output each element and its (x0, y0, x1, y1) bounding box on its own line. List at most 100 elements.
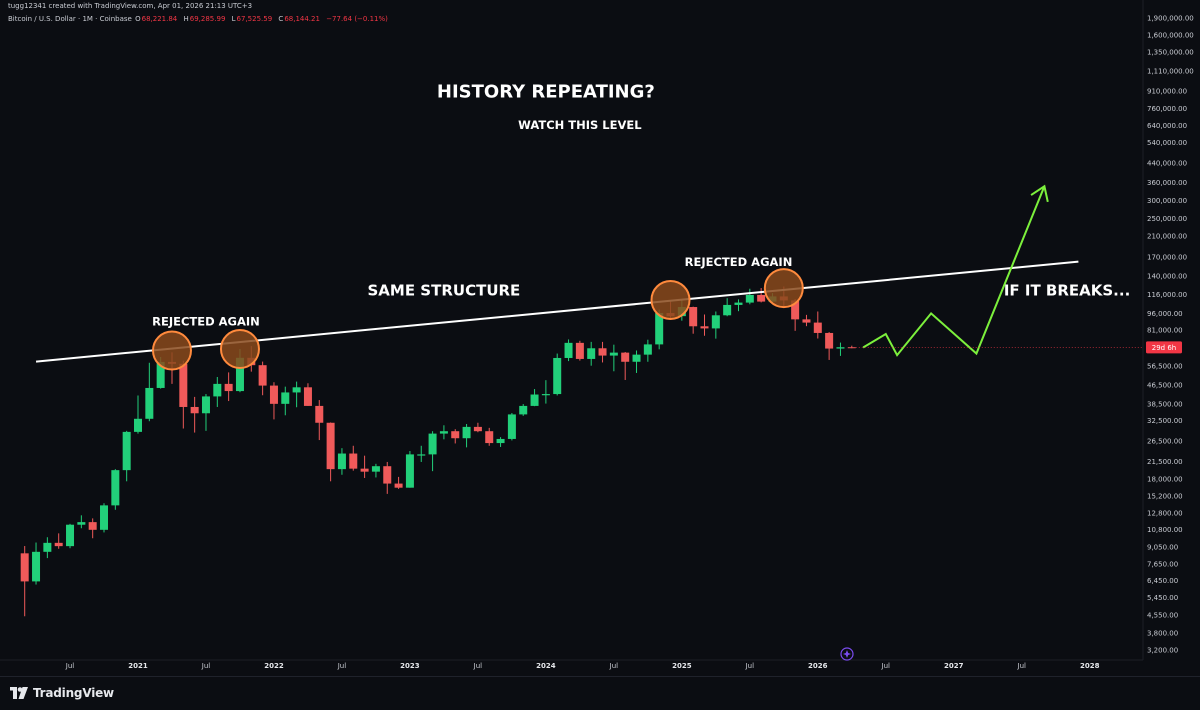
rejection-circle[interactable] (219, 329, 260, 370)
candle (315, 400, 324, 441)
y-tick-label: 440,000.00 (1147, 159, 1187, 167)
candle (530, 389, 539, 407)
x-tick-label: Jul (745, 662, 755, 670)
candle-body (66, 524, 75, 547)
annotation-rejected-right[interactable]: REJECTED AGAIN (685, 255, 793, 269)
annotation-if-it-breaks[interactable]: IF IT BREAKS... (1004, 282, 1130, 300)
y-tick-label: 140,000.00 (1147, 273, 1187, 281)
candle (20, 546, 29, 617)
candle-body (190, 406, 199, 414)
candle-body (213, 383, 222, 397)
candle-body (655, 313, 664, 345)
x-tick-label: Jul (473, 662, 483, 670)
candle (723, 298, 732, 317)
candle-body (541, 394, 550, 396)
sparkle-icon[interactable] (840, 647, 854, 661)
y-tick-label: 116,000.00 (1147, 291, 1187, 299)
candle (371, 463, 380, 478)
candle-body (564, 342, 573, 358)
y-tick-label: 1,600,000.00 (1147, 32, 1194, 40)
candle (428, 431, 437, 472)
candle (496, 437, 505, 447)
candle-body (292, 387, 301, 393)
candle (507, 412, 516, 441)
candle (473, 422, 482, 433)
candle-body (689, 307, 698, 327)
current-price-badge-bg (1146, 341, 1182, 354)
candle (383, 461, 392, 494)
ohlc-open-value: 68,221.84 (141, 15, 178, 23)
candle-body (145, 387, 154, 419)
candle-body (847, 347, 856, 349)
projection-path[interactable] (862, 185, 1046, 357)
candle-body (507, 414, 516, 439)
tradingview-logo-icon (10, 687, 28, 699)
y-tick-label: 21,500.00 (1147, 458, 1183, 466)
y-tick-label: 10,800.00 (1147, 526, 1183, 534)
annotations-layer: HISTORY REPEATING? WATCH THIS LEVEL SAME S… (152, 82, 1130, 329)
candle (417, 445, 426, 462)
candle-body (757, 294, 766, 302)
candle-body (281, 392, 290, 404)
candle-body (405, 454, 414, 488)
y-tick-label: 18,000.00 (1147, 476, 1183, 484)
candle (134, 395, 142, 434)
candle (575, 340, 584, 361)
annotation-rejected-left[interactable]: REJECTED AGAIN (152, 314, 260, 328)
candle (689, 306, 698, 334)
y-tick-label: 910,000.00 (1147, 87, 1187, 95)
candle-body (179, 363, 188, 407)
x-tick-label: Jul (201, 662, 211, 670)
y-tick-label: 210,000.00 (1147, 232, 1187, 240)
y-tick-label: 46,500.00 (1147, 382, 1183, 390)
candle-body (303, 387, 312, 406)
time-axis[interactable]: Jul 2021 Jul 2022 Jul 2023 Jul 2024 Jul 2025 Jul 20… (65, 662, 1100, 670)
candle-body (609, 352, 618, 356)
rejection-circle[interactable] (650, 279, 691, 320)
candle (598, 341, 607, 363)
y-tick-label: 1,350,000.00 (1147, 48, 1194, 56)
candle (745, 288, 754, 305)
candle-body (77, 522, 86, 525)
candle-body (235, 357, 244, 392)
resistance-trendline[interactable] (35, 260, 1079, 363)
candle-body (745, 294, 754, 303)
candle-body (802, 319, 811, 323)
y-tick-label: 540,000.00 (1147, 139, 1187, 147)
candle-body (462, 426, 471, 439)
price-axis[interactable]: 1,900,000.00 1,600,000.00 1,350,000.00 1,11… (1147, 15, 1194, 655)
y-tick-label: 3,200.00 (1147, 647, 1178, 655)
tradingview-brand: TradingView (33, 686, 114, 700)
projection-arrowhead (1030, 184, 1049, 203)
drawings-layer (35, 184, 1079, 371)
candle-body (371, 466, 380, 472)
y-tick-label: 170,000.00 (1147, 253, 1187, 261)
candle (326, 422, 335, 482)
annotation-subtitle[interactable]: WATCH THIS LEVEL (518, 118, 642, 132)
rejection-circle[interactable] (151, 330, 192, 371)
candle-body (54, 542, 63, 547)
candle-body (111, 470, 120, 506)
symbol-name: Bitcoin / U.S. Dollar · 1M · Coinbase (8, 15, 132, 23)
candle (836, 342, 845, 356)
x-tick-label: 2028 (1080, 662, 1100, 670)
candle (541, 380, 550, 404)
candle-body (201, 396, 210, 414)
rejection-circle[interactable] (763, 268, 804, 309)
y-tick-label: 250,000.00 (1147, 215, 1187, 223)
candle-body (700, 326, 709, 329)
y-tick-label: 38,500.00 (1147, 400, 1183, 408)
candle-body (258, 365, 267, 386)
candle-body (360, 468, 369, 472)
ohlc-high-value: 69,285.99 (189, 15, 226, 23)
candle-body (326, 422, 335, 470)
x-tick-label: 2024 (536, 662, 556, 670)
candle-body (428, 433, 437, 455)
annotation-same-structure[interactable]: SAME STRUCTURE (368, 282, 521, 300)
tradingview-logo[interactable]: TradingView (10, 686, 114, 700)
y-tick-label: 56,500.00 (1147, 362, 1183, 370)
annotation-title[interactable]: HISTORY REPEATING? (437, 82, 655, 103)
candle-body (711, 315, 720, 329)
y-tick-label: 360,000.00 (1147, 179, 1187, 187)
